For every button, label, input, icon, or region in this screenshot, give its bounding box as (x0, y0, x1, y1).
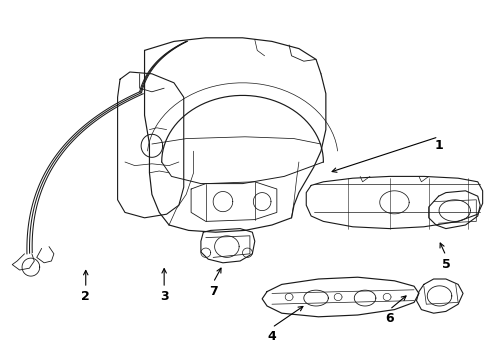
Text: 3: 3 (160, 291, 169, 303)
Text: 2: 2 (81, 291, 90, 303)
Text: 6: 6 (385, 312, 394, 325)
Text: 5: 5 (441, 258, 450, 271)
Text: 7: 7 (209, 285, 218, 298)
Text: 4: 4 (268, 330, 276, 343)
Text: 1: 1 (434, 139, 443, 152)
